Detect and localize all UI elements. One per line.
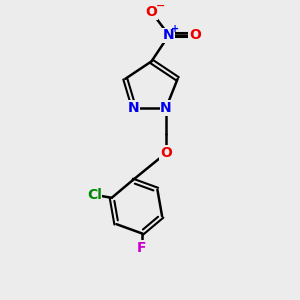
Text: Cl: Cl — [87, 188, 102, 202]
Text: F: F — [137, 241, 146, 255]
Text: N: N — [128, 101, 140, 115]
Text: O: O — [146, 5, 158, 19]
Text: −: − — [155, 1, 165, 11]
Text: O: O — [189, 28, 201, 42]
Text: O: O — [160, 146, 172, 160]
Text: N: N — [160, 101, 172, 115]
Text: N: N — [163, 28, 175, 42]
Text: +: + — [171, 24, 179, 34]
